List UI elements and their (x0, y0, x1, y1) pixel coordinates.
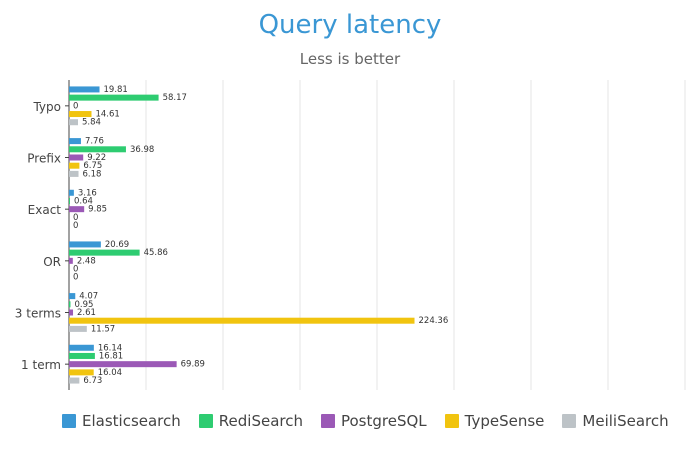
bar-typesense (69, 317, 415, 324)
legend: Elasticsearch RediSearch PostgreSQL TypeSen… (62, 412, 687, 430)
data-label: 36.98 (130, 145, 154, 155)
legend-swatch (198, 414, 213, 428)
legend-label: TypeSense (464, 412, 545, 430)
data-label: 20.69 (105, 240, 129, 250)
data-label: 0 (73, 213, 78, 223)
category-label: OR (43, 255, 61, 269)
category-label: Prefix (27, 152, 61, 166)
legend-swatch (444, 414, 459, 428)
bar-redisearch (69, 249, 140, 256)
data-label: 14.61 (95, 110, 119, 120)
legend-item[interactable]: MeiliSearch (562, 412, 669, 430)
bar-elasticsearch (69, 189, 74, 196)
bar-redisearch (69, 352, 95, 359)
bar-elasticsearch (69, 241, 101, 248)
data-label: 6.18 (83, 169, 102, 179)
data-label: 7.76 (85, 137, 104, 147)
category-label: Typo (32, 100, 61, 114)
data-label: 58.17 (163, 93, 187, 103)
data-label: 0 (73, 101, 78, 111)
bar-typesense (69, 369, 94, 376)
category-label: 3 terms (15, 307, 61, 321)
bar-redisearch (69, 197, 70, 204)
data-label: 6.75 (83, 161, 102, 171)
data-label: 3.16 (78, 188, 97, 198)
data-label: 4.07 (79, 292, 98, 302)
chart-subtitle: Less is better (299, 50, 401, 68)
legend-label: PostgreSQL (340, 412, 427, 430)
data-label: 9.22 (87, 153, 106, 163)
bar-postgresql (69, 309, 74, 316)
legend-item[interactable]: RediSearch (198, 412, 303, 430)
data-label: 11.57 (91, 324, 115, 334)
legend-label: MeiliSearch (582, 412, 669, 430)
data-label: 16.81 (99, 351, 123, 361)
bar-meilisearch (69, 119, 78, 126)
bar-elasticsearch (69, 293, 76, 300)
data-label: 6.73 (83, 376, 102, 386)
data-label: 0.95 (74, 300, 93, 310)
data-label: 0 (73, 273, 78, 283)
bar-redisearch (69, 301, 71, 308)
data-label: 2.48 (77, 256, 96, 266)
bar-postgresql (69, 257, 73, 264)
data-label: 2.61 (77, 308, 96, 318)
bar-postgresql (69, 206, 85, 213)
legend-swatch (62, 414, 76, 428)
bar-elasticsearch (69, 344, 94, 351)
data-label: 69.89 (181, 360, 205, 370)
chart-title: Query latency (258, 10, 442, 40)
category-label: 1 term (21, 358, 61, 372)
bar-typesense (69, 162, 80, 169)
legend-item[interactable]: PostgreSQL (320, 412, 427, 430)
bar-typesense (69, 111, 92, 118)
bar-meilisearch (69, 325, 87, 332)
bar-postgresql (69, 154, 84, 161)
data-label: 0 (73, 265, 78, 275)
legend-label: Elasticsearch (82, 412, 181, 430)
data-label: 9.85 (88, 205, 107, 215)
legend-swatch (320, 414, 335, 428)
bar-redisearch (69, 94, 159, 101)
data-label: 19.81 (104, 85, 128, 95)
legend-item[interactable]: TypeSense (444, 412, 545, 430)
bar-postgresql (69, 361, 177, 368)
data-label: 16.04 (98, 368, 122, 378)
bar-meilisearch (69, 170, 79, 177)
bar-elasticsearch (69, 138, 81, 145)
bar-meilisearch (69, 377, 80, 384)
category-label: Exact (28, 203, 62, 217)
bar-redisearch (69, 146, 126, 153)
legend-swatch (562, 414, 577, 428)
data-label: 45.86 (144, 248, 168, 258)
legend-item[interactable]: Elasticsearch (62, 412, 181, 430)
data-label: 5.84 (82, 118, 101, 128)
data-label: 16.14 (98, 343, 122, 353)
data-label: 0.64 (74, 196, 93, 206)
data-label: 0 (73, 221, 78, 231)
bar-elasticsearch (69, 86, 100, 93)
legend-label: RediSearch (218, 412, 303, 430)
data-label: 224.36 (419, 316, 449, 326)
